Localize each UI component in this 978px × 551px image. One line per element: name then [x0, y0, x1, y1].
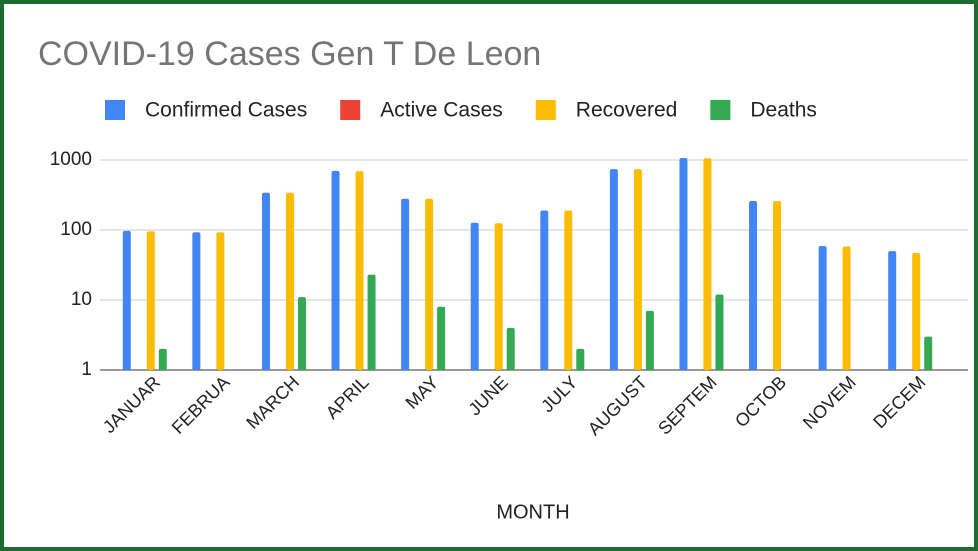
legend-swatch — [710, 100, 731, 120]
legend-label: Deaths — [750, 99, 817, 122]
bar — [470, 222, 479, 370]
bar — [192, 232, 201, 370]
legend-swatch — [340, 100, 361, 120]
bar — [773, 200, 782, 370]
bar — [122, 230, 131, 370]
bar — [679, 157, 688, 370]
bar — [216, 232, 225, 370]
bar — [355, 171, 364, 370]
bar — [506, 327, 515, 370]
bar — [401, 198, 410, 370]
y-tick-label: 1 — [81, 359, 92, 380]
bar — [494, 223, 503, 370]
chart-title: COVID-19 Cases Gen T De Leon — [38, 35, 541, 73]
x-axis-title: MONTH — [496, 501, 569, 523]
bar — [924, 336, 933, 370]
bar — [818, 246, 827, 370]
bar — [633, 169, 642, 370]
bar — [158, 348, 167, 370]
bar — [888, 251, 897, 370]
bar — [367, 274, 376, 370]
bar — [576, 348, 585, 370]
bar — [842, 246, 851, 370]
bar — [645, 310, 654, 370]
bar — [540, 210, 549, 370]
legend-label: Active Cases — [380, 99, 503, 122]
bar — [749, 200, 758, 370]
bar — [261, 192, 270, 370]
y-tick-label: 1000 — [50, 149, 92, 170]
y-tick-label: 100 — [60, 219, 92, 240]
bar — [425, 198, 434, 370]
bar — [297, 297, 306, 370]
y-tick-label: 10 — [71, 289, 92, 310]
legend-swatch — [105, 100, 125, 120]
legend-label: Recovered — [576, 99, 678, 122]
bar — [609, 169, 618, 370]
legend-swatch — [535, 100, 556, 120]
bar — [285, 192, 294, 370]
bar — [331, 170, 340, 370]
bar — [564, 210, 573, 370]
bar — [703, 158, 712, 370]
bar — [715, 294, 724, 370]
bar — [912, 252, 921, 370]
bar — [437, 306, 446, 370]
legend-label: Confirmed Cases — [145, 99, 307, 122]
bar — [146, 231, 155, 370]
